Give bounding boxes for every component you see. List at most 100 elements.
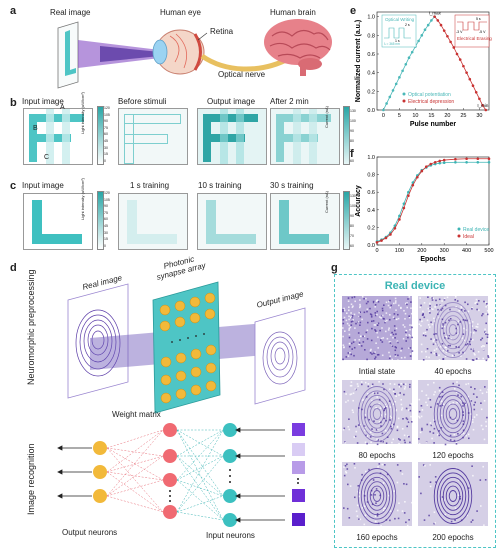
noise-pixel [462, 414, 464, 416]
noise-pixel [402, 383, 405, 386]
noise-pixel [441, 343, 444, 345]
noise-pixel [405, 417, 408, 419]
noise-pixel [397, 313, 399, 316]
noise-pixel [363, 425, 366, 427]
noise-pixel [409, 347, 412, 349]
noise-pixel [345, 356, 348, 358]
noise-pixel [371, 383, 374, 386]
noise-pixel [431, 323, 434, 326]
noise-pixel [392, 316, 395, 319]
noise-pixel [476, 303, 479, 305]
panel-c-title-1: Input image [22, 181, 64, 190]
noise-pixel [445, 346, 447, 349]
panel-d-label: d [10, 262, 17, 274]
noise-pixel [367, 383, 370, 385]
noise-pixel [473, 416, 476, 418]
noise-pixel [385, 442, 388, 444]
noise-pixel [388, 341, 391, 343]
panel-b-after-2min-image [270, 108, 340, 165]
noise-pixel [456, 332, 459, 335]
noise-pixel [377, 466, 379, 468]
noise-pixel [403, 393, 405, 396]
noise-pixel [374, 304, 377, 306]
data-point [402, 206, 406, 210]
noise-pixel [396, 429, 399, 432]
noise-pixel [372, 392, 374, 394]
panel-b-title-2: Before stimuli [118, 97, 167, 106]
weight-matrix-label: Weight matrix [112, 410, 161, 419]
fingerprint-pattern [433, 302, 473, 358]
fingerprint-ridge [363, 476, 391, 516]
i-max-label: I_max [429, 11, 442, 16]
noise-pixel [407, 435, 409, 437]
noise-pixel [392, 423, 395, 426]
noise-pixel [426, 404, 429, 406]
noise-pixel [455, 441, 458, 444]
noise-pixel [351, 306, 354, 309]
panel-c-colorbar-1 [97, 191, 104, 250]
noise-pixel [407, 298, 409, 300]
fingerprint-ridge [366, 481, 388, 511]
noise-pixel [343, 316, 346, 319]
x-tick-label: 0 [382, 113, 385, 119]
noise-pixel [427, 397, 430, 400]
noise-pixel [419, 306, 421, 309]
noise-pixel [431, 437, 433, 440]
noise-pixel [407, 421, 410, 423]
noise-pixel [350, 353, 352, 356]
noise-pixel [349, 351, 351, 354]
panel-b-title-1: Input image [22, 97, 64, 106]
noise-pixel [427, 307, 430, 310]
noise-pixel [398, 386, 401, 388]
noise-pixel [486, 416, 488, 419]
noise-pixel [350, 393, 353, 395]
noise-pixel [389, 355, 391, 358]
noise-pixel [388, 300, 390, 303]
noise-pixel [359, 324, 361, 326]
noise-pixel [385, 507, 387, 510]
noise-pixel [343, 307, 345, 310]
noise-pixel [362, 341, 365, 343]
noise-pixel [382, 383, 384, 385]
noise-pixel [472, 474, 474, 477]
noise-pixel [408, 409, 410, 411]
noise-pixel [344, 465, 347, 467]
real-image-title: Real image [50, 8, 91, 17]
noise-pixel [418, 415, 420, 418]
noise-pixel [394, 393, 396, 395]
noise-pixel [400, 403, 403, 406]
noise-pixel [423, 302, 426, 304]
panel-b-before-stimuli-image [118, 108, 188, 165]
noise-pixel [373, 392, 376, 395]
noise-pixel [364, 429, 366, 432]
noise-pixel [443, 297, 446, 300]
data-point [375, 241, 379, 244]
noise-pixel [411, 296, 414, 299]
noise-pixel [350, 384, 353, 387]
noise-pixel [466, 343, 469, 345]
noise-pixel [438, 430, 440, 432]
panel-g-tile: 200 epochs [418, 462, 488, 542]
noise-pixel [378, 403, 380, 405]
data-point [476, 160, 480, 164]
inset-optical-label-1: 2 s [405, 23, 410, 27]
noise-pixel [389, 306, 391, 309]
noise-pixel [379, 407, 382, 409]
noise-pixel [375, 407, 377, 409]
noise-pixel [404, 386, 406, 388]
noise-pixel [392, 403, 395, 405]
noise-pixel [371, 428, 373, 430]
data-point [455, 52, 459, 56]
noise-pixel [369, 436, 372, 438]
noise-pixel [419, 297, 421, 299]
noise-pixel [397, 341, 399, 344]
noise-pixel [367, 385, 370, 388]
noise-pixel [391, 358, 393, 361]
noise-pixel [361, 506, 364, 509]
noise-pixel [421, 429, 423, 431]
fingerprint-ridge [372, 490, 382, 502]
noise-pixel [374, 314, 377, 317]
noise-pixel [466, 514, 468, 517]
noise-pixel [418, 410, 421, 413]
noise-pixel [356, 504, 359, 507]
